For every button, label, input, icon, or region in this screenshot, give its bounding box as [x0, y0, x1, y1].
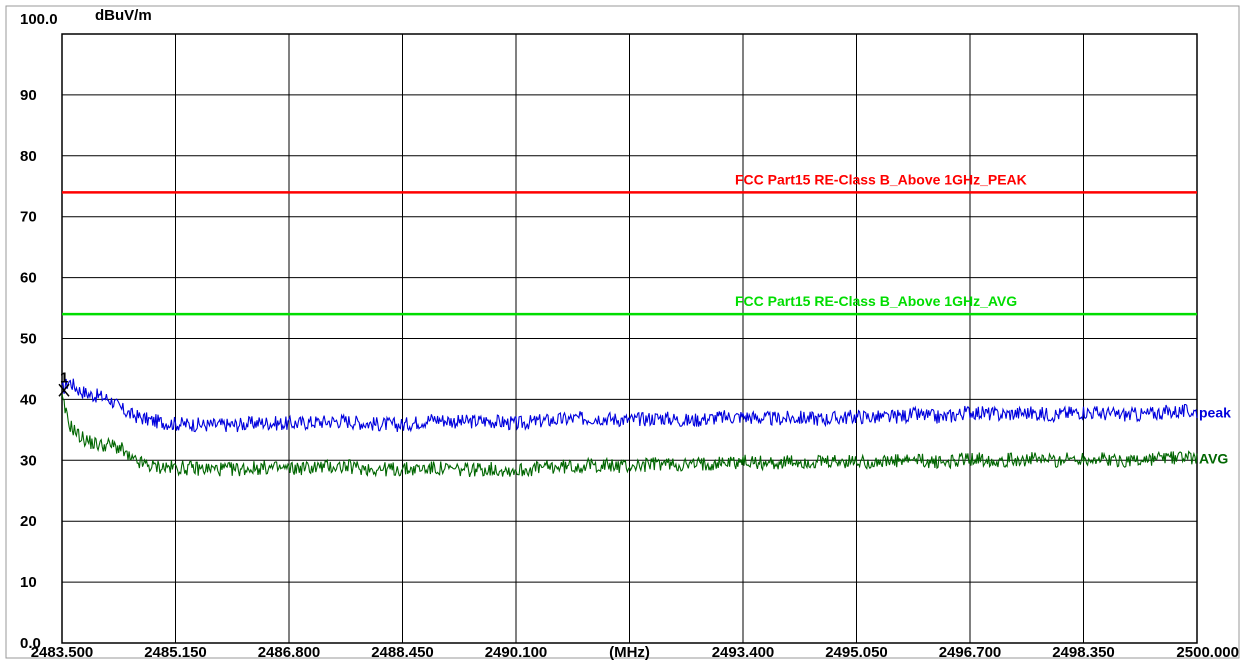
x-tick-labels: 2483.500 2485.150 2486.800 2488.450 2490.100… — [31, 644, 1239, 661]
y-tick-label: 90 — [20, 87, 37, 104]
x-tick-label: (MHz) — [609, 644, 650, 661]
trace-peak — [61, 378, 1198, 433]
x-tick-label: 2498.350 — [1052, 644, 1115, 661]
marker-symbol — [58, 383, 70, 397]
series-label: peak — [1199, 405, 1231, 421]
trace-avg — [61, 394, 1198, 478]
x-tick-label: 2493.400 — [712, 644, 775, 661]
limit-line-label: FCC Part15 RE-Class B_Above 1GHz_AVG — [735, 293, 1017, 309]
y-axis-label: dBuV/m — [95, 7, 152, 24]
limit-line-label: FCC Part15 RE-Class B_Above 1GHz_PEAK — [735, 171, 1027, 187]
traces: peak AVG — [61, 378, 1231, 478]
x-tick-label: 2500.000 — [1176, 644, 1239, 661]
x-tick-label: 2496.700 — [939, 644, 1002, 661]
marker: 1 — [58, 369, 70, 397]
y-tick-label: 20 — [20, 513, 37, 530]
x-tick-label: 2485.150 — [144, 644, 207, 661]
series-label: AVG — [1199, 450, 1228, 466]
chart-border — [5, 5, 1240, 659]
y-tick-label: 10 — [20, 574, 37, 591]
y-tick-label: 60 — [20, 270, 37, 287]
y-tick-label: 0.0 — [20, 635, 41, 652]
y-tick-label: 40 — [20, 391, 37, 408]
x-tick-label: 2495.050 — [825, 644, 888, 661]
limit-lines: FCC Part15 RE-Class B_Above 1GHz_PEAK FCC… — [62, 171, 1197, 316]
marker-label: 1 — [60, 369, 68, 386]
x-tick-label: 2490.100 — [485, 644, 548, 661]
y-tick-label: 50 — [20, 331, 37, 348]
y-tick-label: 70 — [20, 209, 37, 226]
x-tick-label: 2488.450 — [371, 644, 434, 661]
y-tick-label: 100.0 — [20, 11, 58, 28]
y-tick-label: 30 — [20, 452, 37, 469]
y-tick-label: 80 — [20, 148, 37, 165]
x-tick-label: 2486.800 — [258, 644, 321, 661]
x-tick-label: 2483.500 — [31, 644, 94, 661]
grid — [61, 33, 1198, 644]
